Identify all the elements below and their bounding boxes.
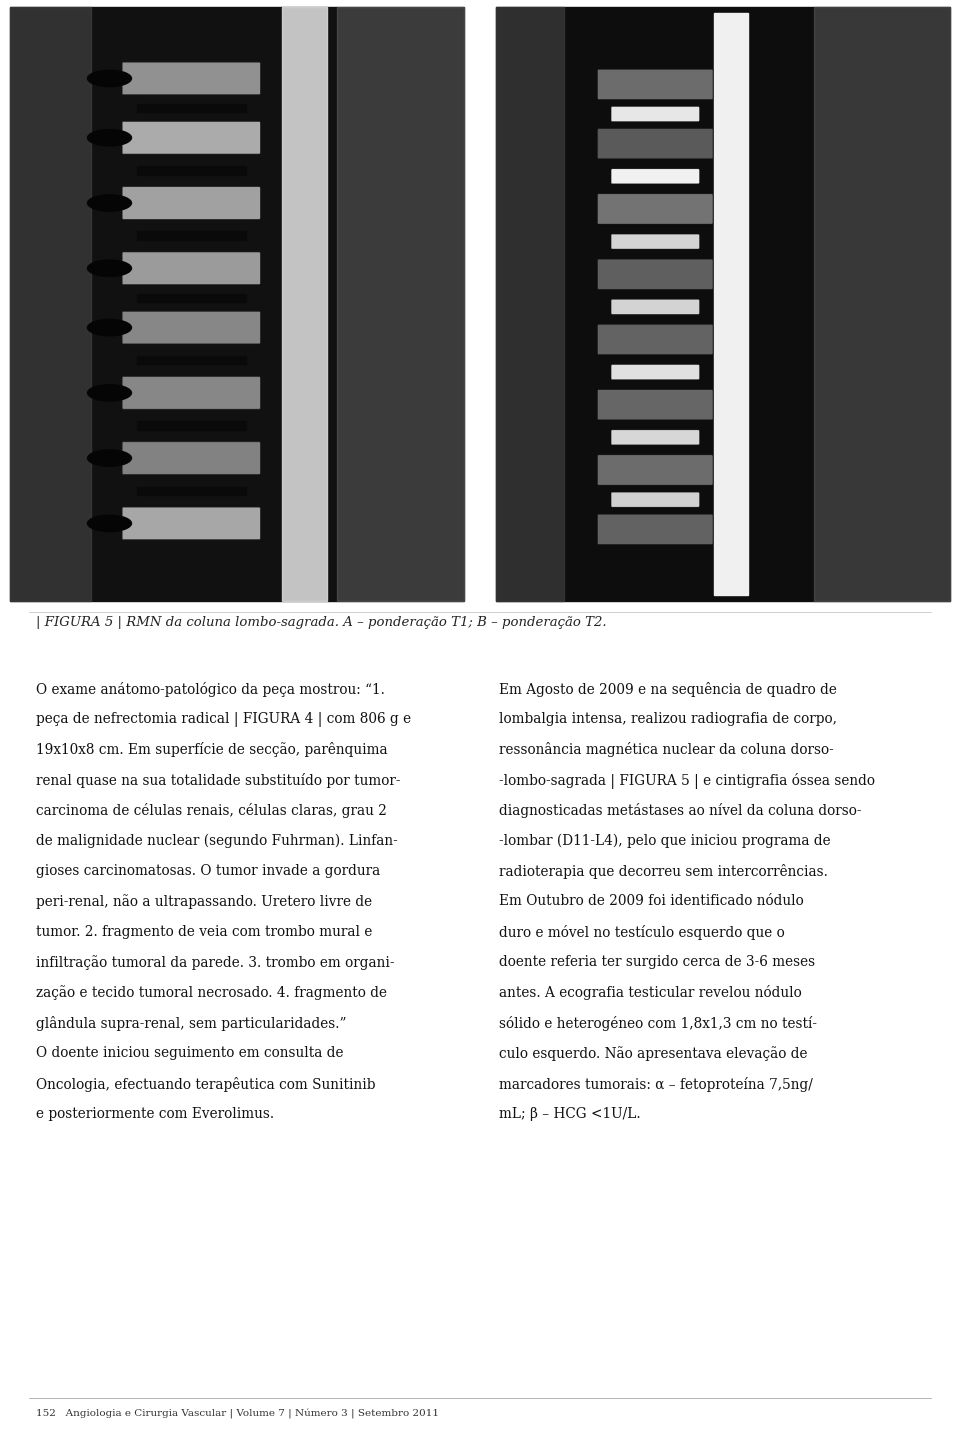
Text: marcadores tumorais: α – fetoproteína 7,5ng/: marcadores tumorais: α – fetoproteína 7,… [499, 1077, 813, 1091]
Bar [496, 7, 564, 601]
Text: lombalgia intensa, realizou radiografia de corpo,: lombalgia intensa, realizou radiografia … [499, 712, 837, 726]
Bar [136, 421, 246, 430]
Ellipse shape [86, 69, 132, 87]
Bar [136, 486, 246, 495]
Text: tumor. 2. fragmento de veia com trombo mural e: tumor. 2. fragmento de veia com trombo m… [36, 925, 372, 939]
Ellipse shape [86, 449, 132, 467]
Ellipse shape [86, 259, 132, 278]
FancyBboxPatch shape [612, 234, 699, 249]
FancyBboxPatch shape [597, 514, 713, 544]
FancyBboxPatch shape [612, 365, 699, 379]
Text: sólido e heterogéneo com 1,8x1,3 cm no testí-: sólido e heterogéneo com 1,8x1,3 cm no t… [499, 1016, 817, 1030]
Text: doente referia ter surgido cerca de 3-6 meses: doente referia ter surgido cerca de 3-6 … [499, 955, 815, 969]
FancyBboxPatch shape [122, 441, 260, 475]
FancyBboxPatch shape [597, 259, 713, 289]
Text: O doente iniciou seguimento em consulta de: O doente iniciou seguimento em consulta … [36, 1046, 344, 1061]
Text: antes. A ecografia testicular revelou nódulo: antes. A ecografia testicular revelou nó… [499, 985, 802, 1000]
Ellipse shape [86, 515, 132, 532]
Text: Oncologia, efectuando terapêutica com Sunitinib: Oncologia, efectuando terapêutica com Su… [36, 1077, 376, 1091]
FancyBboxPatch shape [597, 324, 713, 355]
Text: carcinoma de células renais, células claras, grau 2: carcinoma de células renais, células cla… [36, 803, 387, 818]
Bar [814, 7, 950, 601]
Text: renal quase na sua totalidade substituído por tumor-: renal quase na sua totalidade substituíd… [36, 773, 401, 787]
FancyBboxPatch shape [122, 376, 260, 410]
FancyBboxPatch shape [122, 506, 260, 540]
Text: gioses carcinomatosas. O tumor invade a gordura: gioses carcinomatosas. O tumor invade a … [36, 864, 381, 878]
Bar [136, 232, 246, 240]
FancyBboxPatch shape [612, 169, 699, 184]
Text: O exame anátomo-patológico da peça mostrou: “1.: O exame anátomo-patológico da peça mostr… [36, 682, 385, 696]
Ellipse shape [86, 194, 132, 211]
FancyBboxPatch shape [122, 62, 260, 94]
FancyBboxPatch shape [612, 430, 699, 444]
Text: -lombar (D11-L4), pelo que iniciou programa de: -lombar (D11-L4), pelo que iniciou progr… [499, 833, 830, 848]
Bar [136, 166, 246, 175]
FancyBboxPatch shape [122, 252, 260, 285]
Ellipse shape [86, 129, 132, 146]
Text: e posteriormente com Everolimus.: e posteriormente com Everolimus. [36, 1107, 275, 1121]
Ellipse shape [86, 383, 132, 402]
Text: Em Outubro de 2009 foi identificado nódulo: Em Outubro de 2009 foi identificado nódu… [499, 894, 804, 909]
Bar [136, 356, 246, 365]
Bar [136, 294, 246, 302]
Bar [10, 7, 464, 601]
Bar [337, 7, 464, 601]
Text: | FIGURA 5 | RMN da coluna lombo-sagrada. A – ponderação T1; B – ponderação T2.: | FIGURA 5 | RMN da coluna lombo-sagrada… [36, 616, 607, 629]
Text: duro e móvel no testículo esquerdo que o: duro e móvel no testículo esquerdo que o [499, 925, 785, 939]
Bar [10, 7, 91, 601]
Text: mL; β – HCG <1U/L.: mL; β – HCG <1U/L. [499, 1107, 641, 1121]
Text: infiltração tumoral da parede. 3. trombo em organi-: infiltração tumoral da parede. 3. trombo… [36, 955, 395, 969]
Text: peça de nefrectomia radical | FIGURA 4 | com 806 g e: peça de nefrectomia radical | FIGURA 4 |… [36, 712, 412, 726]
Ellipse shape [86, 318, 132, 337]
Text: diagnosticadas metástases ao nível da coluna dorso-: diagnosticadas metástases ao nível da co… [499, 803, 862, 818]
FancyBboxPatch shape [122, 311, 260, 344]
Text: culo esquerdo. Não apresentava elevação de: culo esquerdo. Não apresentava elevação … [499, 1046, 807, 1061]
Bar [496, 7, 950, 601]
Text: radioterapia que decorreu sem intercorrências.: radioterapia que decorreu sem intercorrê… [499, 864, 828, 878]
Text: -lombo-sagrada | FIGURA 5 | e cintigrafia óssea sendo: -lombo-sagrada | FIGURA 5 | e cintigrafi… [499, 773, 876, 789]
Text: ressonância magnética nuclear da coluna dorso-: ressonância magnética nuclear da coluna … [499, 742, 834, 757]
FancyBboxPatch shape [122, 122, 260, 153]
Text: peri-renal, não a ultrapassando. Uretero livre de: peri-renal, não a ultrapassando. Uretero… [36, 894, 372, 909]
Bar [282, 7, 327, 601]
FancyBboxPatch shape [597, 129, 713, 159]
FancyBboxPatch shape [597, 69, 713, 100]
Text: 152   Angiologia e Cirurgia Vascular | Volume 7 | Número 3 | Setembro 2011: 152 Angiologia e Cirurgia Vascular | Vol… [36, 1409, 440, 1420]
Text: zação e tecido tumoral necrosado. 4. fragmento de: zação e tecido tumoral necrosado. 4. fra… [36, 985, 388, 1000]
Text: Em Agosto de 2009 e na sequência de quadro de: Em Agosto de 2009 e na sequência de quad… [499, 682, 837, 696]
Text: glândula supra-renal, sem particularidades.”: glândula supra-renal, sem particularidad… [36, 1016, 347, 1030]
FancyBboxPatch shape [612, 492, 699, 506]
FancyBboxPatch shape [597, 454, 713, 485]
Bar [136, 104, 246, 113]
FancyBboxPatch shape [612, 300, 699, 314]
FancyBboxPatch shape [597, 389, 713, 420]
Text: de malignidade nuclear (segundo Fuhrman). Linfan-: de malignidade nuclear (segundo Fuhrman)… [36, 833, 398, 848]
Bar [714, 13, 749, 595]
Text: 19x10x8 cm. Em superfície de secção, parênquima: 19x10x8 cm. Em superfície de secção, par… [36, 742, 388, 757]
FancyBboxPatch shape [597, 194, 713, 224]
FancyBboxPatch shape [122, 187, 260, 220]
FancyBboxPatch shape [612, 107, 699, 122]
